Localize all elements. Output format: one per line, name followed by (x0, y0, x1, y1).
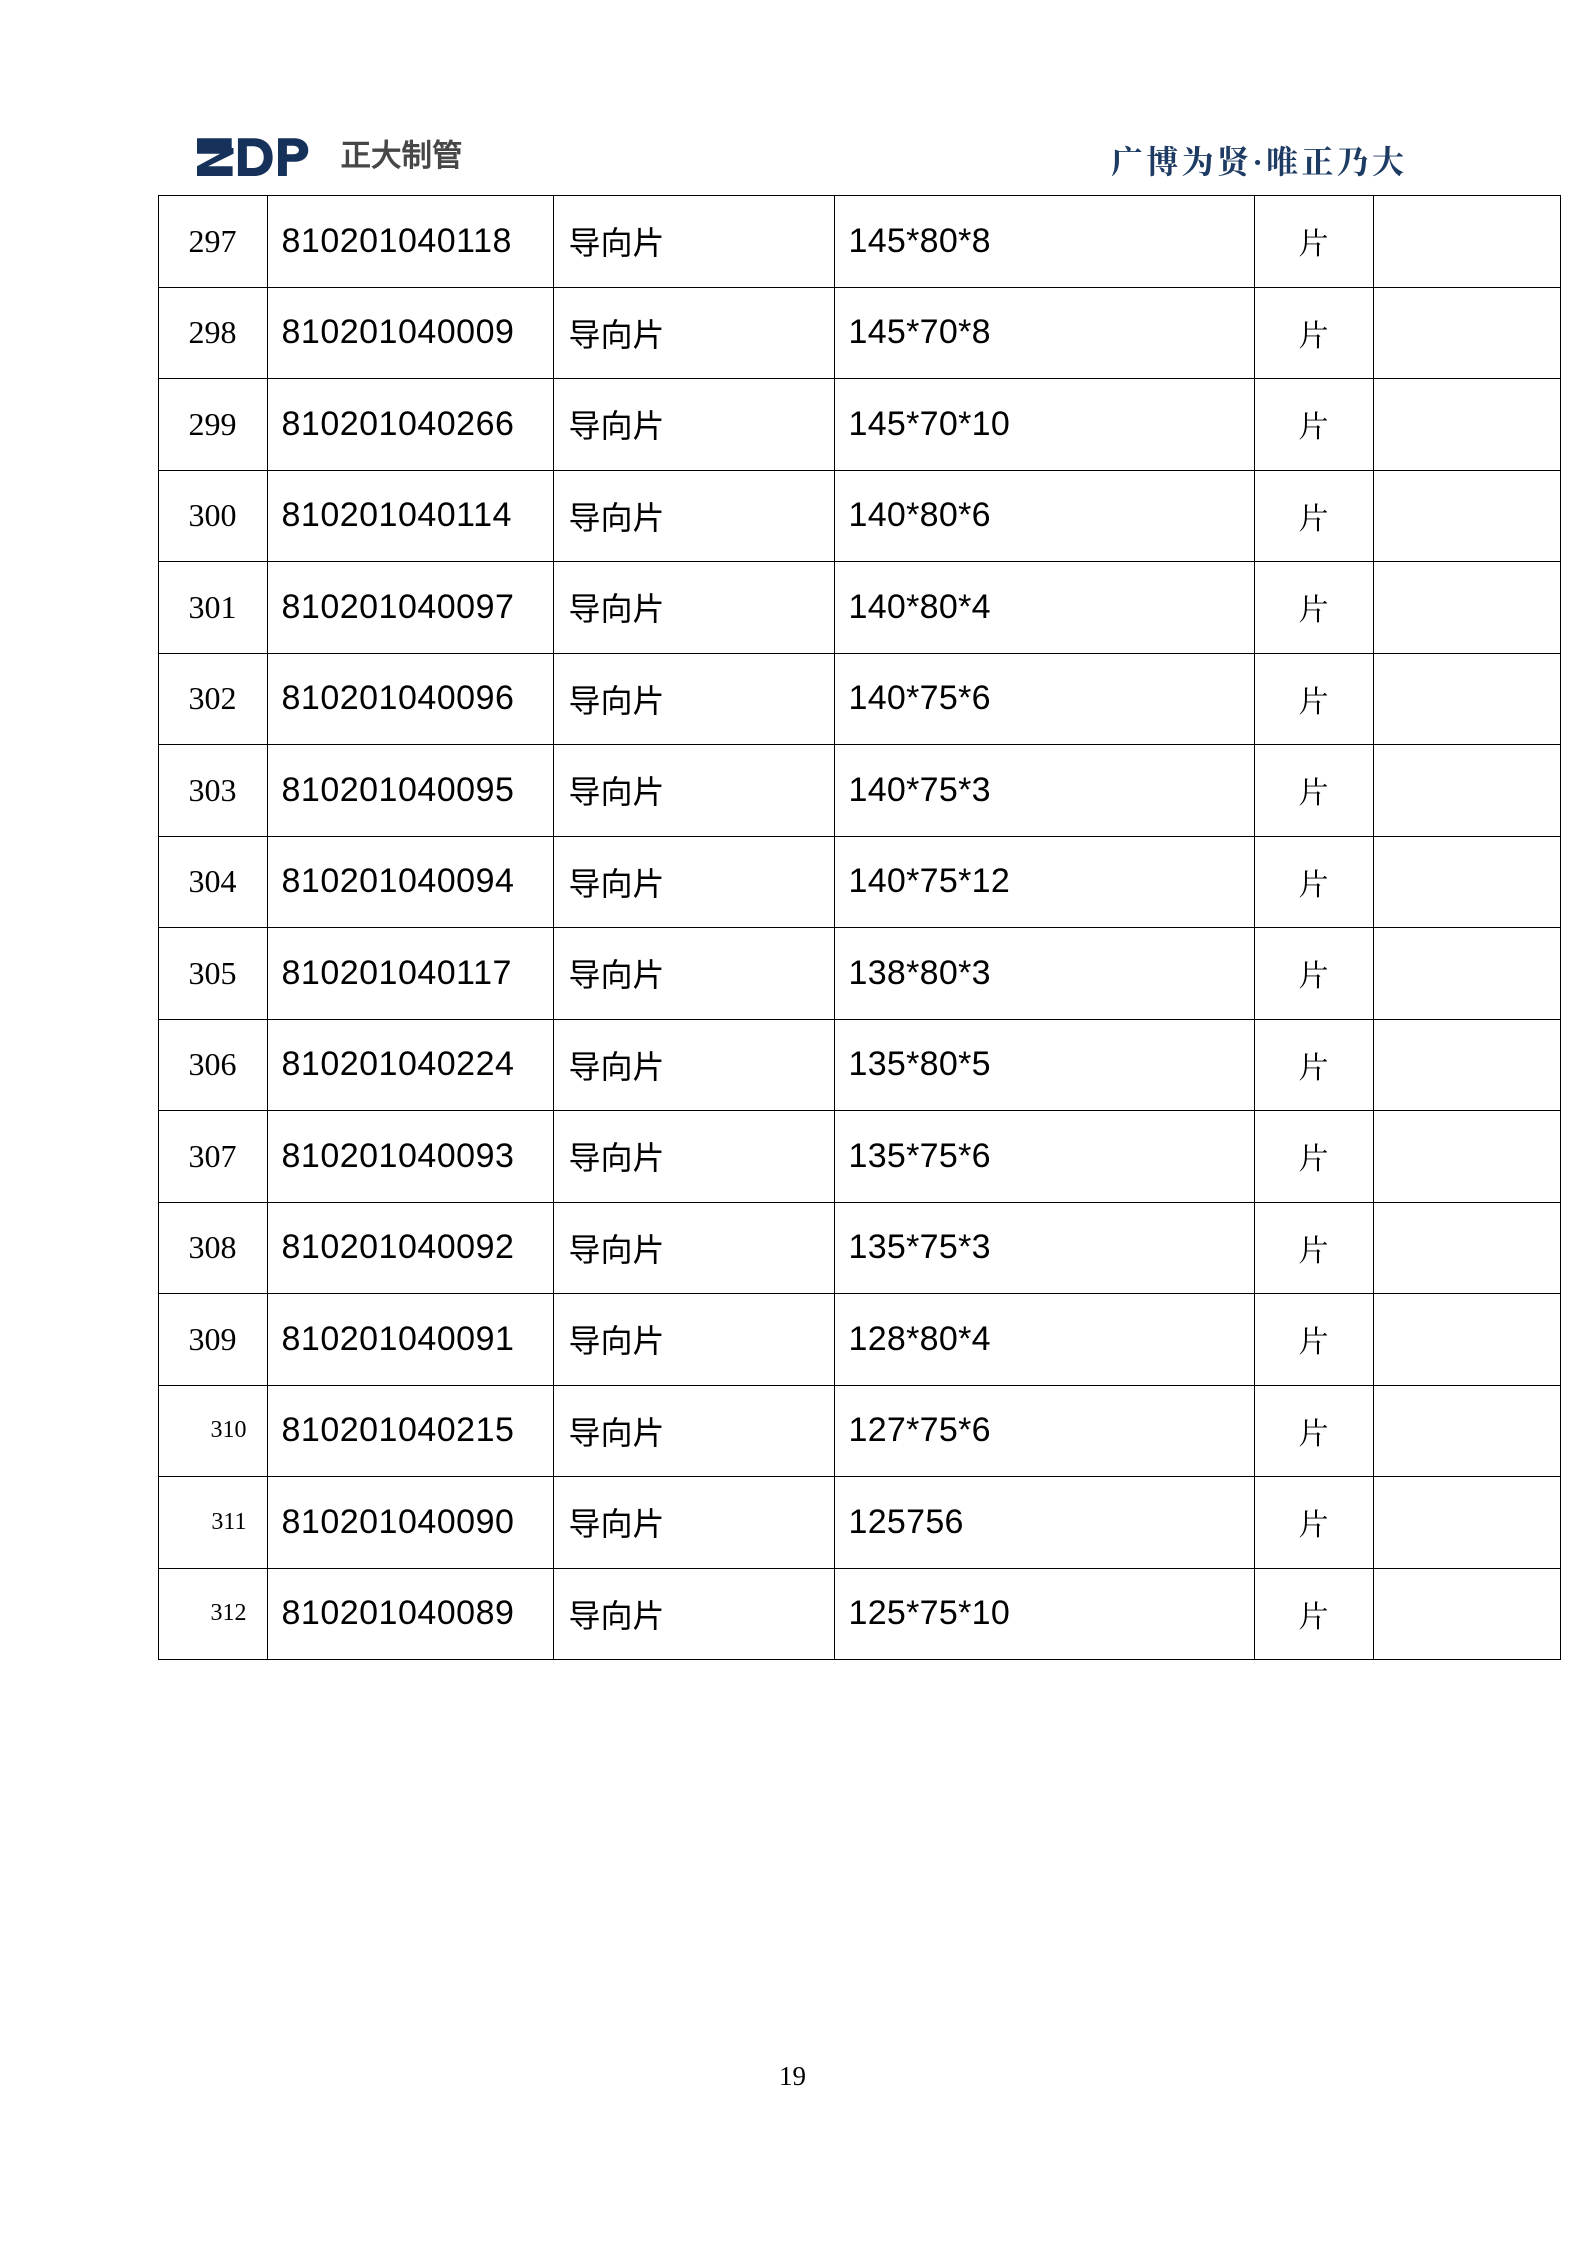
svg-text:正大制管: 正大制管 (340, 139, 462, 173)
